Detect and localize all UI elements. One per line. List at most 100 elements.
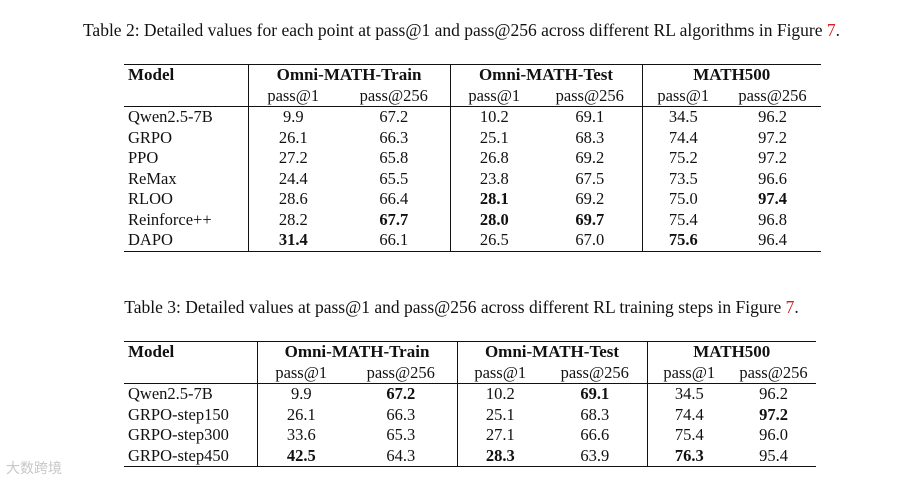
table3-body: Qwen2.5-7B 9.9 67.2 10.2 69.1 34.5 96.2 GRPO-st…: [124, 383, 816, 467]
value-cell: 74.4: [646, 404, 731, 425]
value-cell: 24.4: [247, 168, 338, 189]
value-cell: 28.3: [456, 445, 543, 467]
table2-metric-header: pass@256: [359, 85, 428, 105]
table-row: DAPO 31.4 66.1 26.5 67.0 75.6 96.4: [124, 230, 821, 251]
value-cell: 66.3: [386, 404, 416, 424]
table3-caption-end: .: [794, 297, 799, 317]
table2-caption: Table 2: Detailed values for each point …: [0, 20, 923, 41]
model-name-cell: Qwen2.5-7B: [128, 384, 213, 403]
table2-group-header: MATH500: [641, 64, 821, 86]
value-cell: 26.1: [247, 127, 338, 148]
table3-caption-text: Table 3: Detailed values at pass@1 and p…: [124, 297, 786, 317]
table-row: Qwen2.5-7B 9.9 67.2 10.2 69.1 34.5 96.2: [124, 383, 816, 405]
value-cell: 75.2: [641, 148, 724, 169]
value-cell: 28.1: [449, 189, 538, 210]
value-cell: 28.6: [247, 189, 338, 210]
table-row: PPO 27.2 65.8 26.8 69.2 75.2 97.2: [124, 148, 821, 169]
value-cell: 31.4: [247, 230, 338, 251]
value-cell: 96.8: [758, 209, 787, 229]
model-name-cell: GRPO-step150: [128, 404, 229, 424]
value-cell: 76.3: [646, 445, 731, 467]
value-cell: 27.2: [247, 148, 338, 169]
model-name-cell: GRPO-step300: [128, 425, 229, 444]
value-cell: 69.2: [575, 189, 605, 208]
value-cell: 97.2: [758, 148, 787, 167]
value-cell: 26.1: [256, 404, 345, 425]
table3-model-header: Model: [128, 342, 175, 361]
model-name-cell: Reinforce++: [128, 209, 212, 229]
table-row: GRPO-step300 33.6 65.3 27.1 66.6 75.4 96.0: [124, 425, 816, 446]
table2-metric-header: pass@1: [247, 85, 338, 107]
table3-metric-header: pass@256: [560, 362, 629, 382]
value-cell: 96.6: [758, 168, 787, 188]
value-cell: 96.4: [758, 230, 787, 249]
table-row: GRPO-step450 42.5 64.3 28.3 63.9 76.3 95.4: [124, 445, 816, 467]
model-name-cell: Qwen2.5-7B: [128, 107, 213, 126]
model-name-cell: DAPO: [128, 230, 173, 249]
value-cell: 9.9: [247, 106, 338, 128]
value-cell: 25.1: [456, 404, 543, 425]
value-cell: 97.4: [758, 189, 787, 208]
value-cell: 67.0: [575, 230, 605, 249]
value-cell: 96.2: [758, 107, 787, 126]
table2-group-header: Omni-MATH-Train: [247, 64, 450, 86]
table3-caption: Table 3: Detailed values at pass@1 and p…: [0, 297, 923, 318]
value-cell: 10.2: [449, 106, 538, 128]
table3-metric-header: pass@256: [366, 362, 435, 382]
table2-body: Qwen2.5-7B 9.9 67.2 10.2 69.1 34.5 96.2 GRPO 26.…: [124, 106, 821, 251]
value-cell: 67.2: [379, 107, 409, 126]
value-cell: 26.5: [449, 230, 538, 251]
value-cell: 96.2: [759, 384, 788, 403]
value-cell: 74.4: [641, 127, 724, 148]
table3-metric-header: pass@1: [456, 362, 543, 384]
table2-metric-header: pass@1: [641, 85, 724, 107]
value-cell: 66.1: [379, 230, 409, 249]
value-cell: 96.0: [759, 425, 788, 444]
value-cell: 67.5: [575, 168, 605, 188]
table2-figure-ref-link[interactable]: 7: [826, 20, 836, 40]
value-cell: 64.3: [386, 445, 416, 465]
table3-metric-header: pass@256: [739, 362, 808, 382]
value-cell: 66.6: [580, 425, 610, 444]
table3-group-header: Omni-MATH-Test: [456, 341, 647, 363]
table-row: Reinforce++ 28.2 67.7 28.0 69.7 75.4 96.8: [124, 209, 821, 230]
table2: Model Omni-MATH-Train Omni-MATH-Test MAT…: [124, 64, 821, 252]
value-cell: 75.6: [641, 230, 724, 251]
value-cell: 75.0: [641, 189, 724, 210]
table-row: GRPO-step150 26.1 66.3 25.1 68.3 74.4 97.2: [124, 404, 816, 425]
model-name-cell: GRPO-step450: [128, 445, 229, 465]
table2-metric-header: pass@256: [738, 85, 807, 105]
table-row: Qwen2.5-7B 9.9 67.2 10.2 69.1 34.5 96.2: [124, 106, 821, 128]
model-name-cell: GRPO: [128, 127, 173, 147]
value-cell: 69.1: [580, 384, 610, 403]
table2-caption-text: Table 2: Detailed values for each point …: [82, 20, 827, 40]
value-cell: 73.5: [641, 168, 724, 189]
value-cell: 66.4: [379, 189, 409, 208]
table2-model-header: Model: [128, 65, 175, 84]
watermark-logo: 大数跨境: [6, 461, 62, 477]
value-cell: 23.8: [449, 168, 538, 189]
table-row: GRPO 26.1 66.3 25.1 68.3 74.4 97.2: [124, 127, 821, 148]
table3-figure-ref-link[interactable]: 7: [785, 297, 795, 317]
value-cell: 9.9: [256, 383, 345, 405]
value-cell: 28.0: [449, 209, 538, 230]
value-cell: 33.6: [256, 425, 345, 446]
value-cell: 75.4: [641, 209, 724, 230]
value-cell: 97.2: [758, 127, 787, 147]
model-name-cell: ReMax: [128, 168, 177, 188]
table3-group-header: MATH500: [646, 341, 816, 363]
value-cell: 66.3: [379, 127, 409, 147]
table2-caption-end: .: [835, 20, 841, 40]
value-cell: 25.1: [449, 127, 538, 148]
value-cell: 67.2: [386, 384, 416, 403]
value-cell: 67.7: [379, 209, 409, 229]
value-cell: 42.5: [256, 445, 345, 467]
value-cell: 26.8: [449, 148, 538, 169]
value-cell: 69.2: [575, 148, 605, 167]
table2-metric-header: pass@256: [555, 85, 624, 105]
table3: Model Omni-MATH-Train Omni-MATH-Test MAT…: [124, 341, 816, 467]
value-cell: 69.7: [575, 209, 605, 229]
table3-group-header: Omni-MATH-Train: [256, 341, 457, 363]
value-cell: 75.4: [646, 425, 731, 446]
table3-metric-header: pass@1: [256, 362, 345, 384]
